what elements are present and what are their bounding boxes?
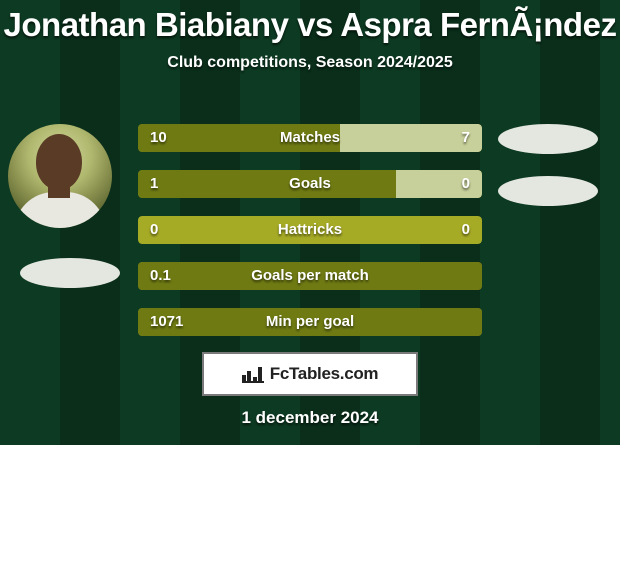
below-whitespace: [0, 445, 620, 580]
bar-value-right: 0: [462, 170, 470, 198]
logo-bar: [247, 371, 251, 381]
bar-value-left: 0.1: [150, 262, 171, 290]
bar-value-left: 1: [150, 170, 158, 198]
branding-badge: FcTables.com: [202, 352, 418, 396]
bar-label: Min per goal: [138, 308, 482, 336]
stat-bar-row: Matches10 7: [138, 124, 482, 152]
logo-bar: [258, 367, 262, 381]
page-title: Jonathan Biabiany vs Aspra FernÃ¡ndez: [0, 0, 620, 44]
bar-value-left: 0: [150, 216, 158, 244]
bar-label: Goals: [138, 170, 482, 198]
logo-bar: [253, 377, 257, 381]
stat-bar-row: Min per goal1071: [138, 308, 482, 336]
logo-bar: [242, 375, 246, 381]
stat-bars: Matches107Goals10Hattricks00Goals per ma…: [138, 124, 482, 354]
stat-bar-row: Goals1 0: [138, 170, 482, 198]
bar-value-right: 7: [462, 124, 470, 152]
bar-label: Matches: [138, 124, 482, 152]
subtitle: Club competitions, Season 2024/2025: [0, 54, 620, 72]
fctables-logo-icon: [242, 365, 264, 383]
bar-label: Hattricks: [138, 216, 482, 244]
date-text: 1 december 2024: [0, 408, 620, 428]
comparison-card: Jonathan Biabiany vs Aspra FernÃ¡ndez Cl…: [0, 0, 620, 445]
stat-bar-row: Hattricks0 0: [138, 216, 482, 244]
bar-value-left: 10: [150, 124, 167, 152]
bar-label: Goals per match: [138, 262, 482, 290]
stat-bar-row: Goals per match0.1: [138, 262, 482, 290]
bar-value-right: 0: [462, 216, 470, 244]
branding-text: FcTables.com: [270, 364, 379, 384]
bar-value-left: 1071: [150, 308, 183, 336]
